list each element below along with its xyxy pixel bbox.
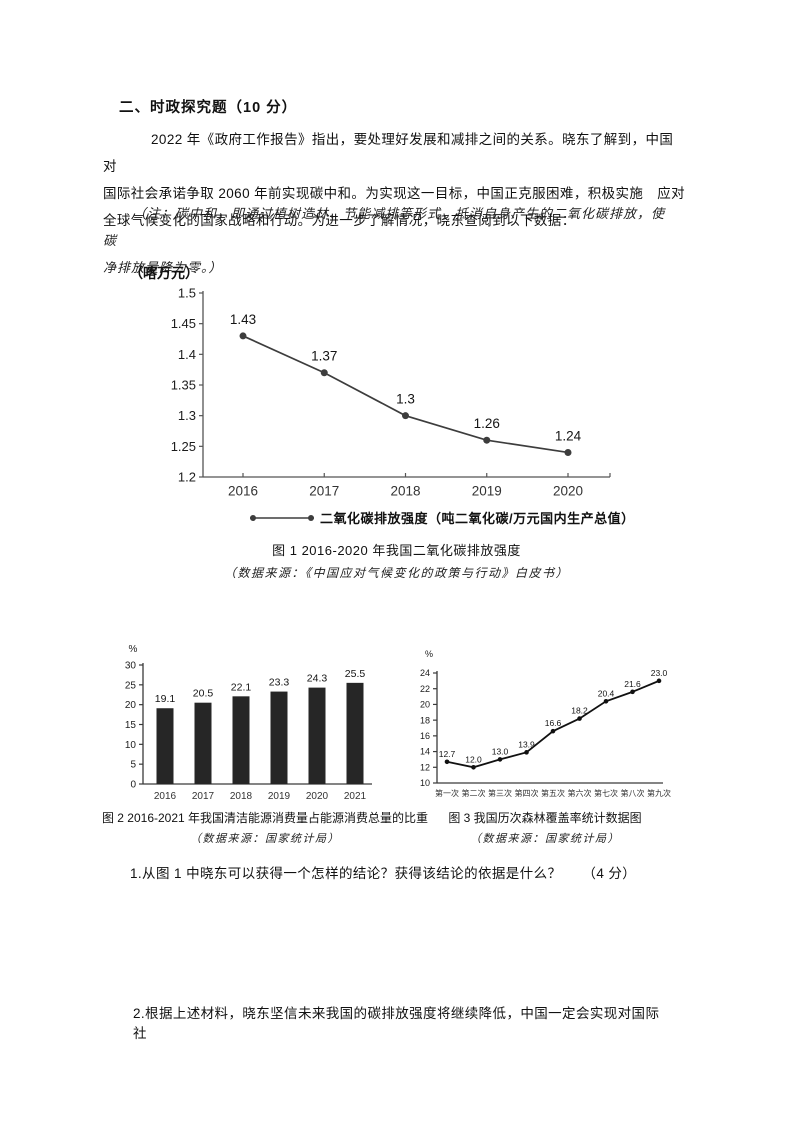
svg-text:12: 12 xyxy=(420,762,430,772)
svg-text:2018: 2018 xyxy=(230,791,253,802)
svg-text:22.1: 22.1 xyxy=(231,681,252,693)
svg-text:20: 20 xyxy=(420,700,430,710)
intro-line: 国际社会承诺争取 2060 年前实现碳中和。为实现这一目标，中国正克服困难，积极… xyxy=(103,186,686,201)
svg-text:13.0: 13.0 xyxy=(492,746,509,756)
svg-text:18.2: 18.2 xyxy=(571,706,588,716)
question-2: 2.根据上述材料，晓东坚信未来我国的碳排放强度将继续降低，中国一定会实现对国际 … xyxy=(133,1006,688,1041)
intro-line: 2022 年《政府工作报告》指出，要处理好发展和减排之间的关系。晓东了解到，中国… xyxy=(103,132,702,174)
svg-text:0: 0 xyxy=(130,780,136,791)
svg-text:10: 10 xyxy=(125,740,137,751)
svg-text:第三次: 第三次 xyxy=(488,788,512,798)
svg-text:20: 20 xyxy=(125,700,137,711)
note-line: 净排放量降为零。） xyxy=(103,260,223,275)
svg-text:24: 24 xyxy=(420,668,430,678)
fig2-caption: 图 2 2016-2021 年我国清洁能源消费量占能源消费总量的比重 xyxy=(101,811,429,825)
fig1-legend-label: 二氧化碳排放强度（吨二氧化碳/万元国内生产总值） xyxy=(320,511,635,526)
svg-text:2016: 2016 xyxy=(228,484,258,499)
svg-text:%: % xyxy=(425,649,433,659)
svg-text:16.6: 16.6 xyxy=(545,718,562,728)
svg-text:16: 16 xyxy=(420,731,430,741)
svg-text:1.4: 1.4 xyxy=(178,347,196,362)
svg-text:14: 14 xyxy=(420,747,430,757)
svg-text:2020: 2020 xyxy=(553,484,583,499)
svg-text:18: 18 xyxy=(420,715,430,725)
note-line: （注：碳中和，即通过植树造林、节能减排等形式，抵消自身产生的二氧化碳排放，使 碳 xyxy=(103,206,694,248)
section-heading: 二、时政探究题（10 分） xyxy=(119,100,298,116)
svg-text:1.45: 1.45 xyxy=(171,316,196,331)
fig3-forest-coverage-line-chart: 10 12 14 16 18 20 22 24 第一次 第二次 第三次 第四次 第五次 第六次 第七次 第八次… xyxy=(420,649,671,798)
svg-text:1.26: 1.26 xyxy=(474,416,500,431)
svg-text:20.5: 20.5 xyxy=(193,688,214,700)
svg-text:21.6: 21.6 xyxy=(624,679,641,689)
svg-text:2019: 2019 xyxy=(472,484,502,499)
fig1-co2-intensity-line-chart: 1.2 1.25 1.3 1.35 1.4 1.45 1.5 2016 2017 2018 2019… xyxy=(171,286,611,499)
svg-text:1.37: 1.37 xyxy=(311,349,337,364)
fig2-source: （数据来源：国家统计局） xyxy=(190,833,340,845)
svg-text:1.35: 1.35 xyxy=(171,378,196,393)
fig1-source: （数据来源：《中国应对气候变化的政策与行动》白皮书） xyxy=(223,566,569,580)
fig3-caption: 图 3 我国历次森林覆盖率统计数据图 xyxy=(448,811,642,825)
svg-text:第二次: 第二次 xyxy=(462,788,486,798)
svg-text:22: 22 xyxy=(420,684,430,694)
svg-text:25: 25 xyxy=(125,680,137,691)
intro-line: 全球气候变化的国家战略和行动。为进一步了解情况，晓东查阅到以下数据： xyxy=(103,213,576,228)
line-marker-icon xyxy=(250,514,314,521)
svg-text:13.9: 13.9 xyxy=(518,739,535,749)
fig1-legend: 二氧化碳排放强度（吨二氧化碳/万元国内生产总值） xyxy=(248,508,635,527)
svg-text:1.5: 1.5 xyxy=(178,286,196,301)
svg-text:23.0: 23.0 xyxy=(651,668,668,678)
svg-text:第八次: 第八次 xyxy=(621,788,645,798)
svg-text:1.43: 1.43 xyxy=(230,312,256,327)
fig1-caption: 图 1 2016-2020 年我国二氧化碳排放强度 xyxy=(272,543,521,558)
svg-text:20.4: 20.4 xyxy=(598,688,615,698)
svg-text:第四次: 第四次 xyxy=(515,788,539,798)
fig2-clean-energy-bar-chart: 0 5 10 15 20 25 30 2016 2017 2018 2019 2020 2021 19.1… xyxy=(125,644,372,802)
svg-text:5: 5 xyxy=(130,760,136,771)
svg-text:1.25: 1.25 xyxy=(171,439,196,454)
svg-text:2019: 2019 xyxy=(268,791,291,802)
svg-text:2020: 2020 xyxy=(306,791,329,802)
svg-text:第一次: 第一次 xyxy=(435,788,459,798)
svg-text:30: 30 xyxy=(125,661,137,672)
svg-text:1.3: 1.3 xyxy=(396,392,415,407)
svg-text:1.24: 1.24 xyxy=(555,428,582,443)
svg-text:第七次: 第七次 xyxy=(594,788,618,798)
svg-text:1.3: 1.3 xyxy=(178,408,196,423)
svg-text:2017: 2017 xyxy=(192,791,215,802)
svg-text:%: % xyxy=(129,644,138,655)
fig1-y-axis-unit: （喀万元） xyxy=(129,265,199,281)
svg-text:19.1: 19.1 xyxy=(155,693,176,705)
svg-text:第五次: 第五次 xyxy=(541,788,565,798)
svg-text:24.3: 24.3 xyxy=(307,673,328,685)
intro-paragraph: 2022 年《政府工作报告》指出，要处理好发展和减排之间的关系。晓东了解到，中国… xyxy=(103,126,702,234)
svg-text:2018: 2018 xyxy=(390,484,420,499)
svg-text:10: 10 xyxy=(420,778,430,788)
svg-text:12.7: 12.7 xyxy=(439,749,456,759)
note-paragraph: （注：碳中和，即通过植树造林、节能减排等形式，抵消自身产生的二氧化碳排放，使 碳… xyxy=(103,200,697,281)
svg-text:2021: 2021 xyxy=(344,791,367,802)
fig3-source: （数据来源：国家统计局） xyxy=(470,833,620,845)
svg-text:12.0: 12.0 xyxy=(465,754,482,764)
svg-text:第六次: 第六次 xyxy=(568,788,592,798)
svg-text:23.3: 23.3 xyxy=(269,677,290,689)
svg-text:2016: 2016 xyxy=(154,791,177,802)
svg-text:15: 15 xyxy=(125,720,137,731)
svg-text:1.2: 1.2 xyxy=(178,470,196,485)
svg-text:25.5: 25.5 xyxy=(345,668,366,680)
svg-text:第九次: 第九次 xyxy=(647,788,671,798)
question-1: 1.从图 1 中晓东可以获得一个怎样的结论？获得该结论的依据是什么？ （4 分） xyxy=(130,866,637,881)
svg-text:2017: 2017 xyxy=(309,484,339,499)
